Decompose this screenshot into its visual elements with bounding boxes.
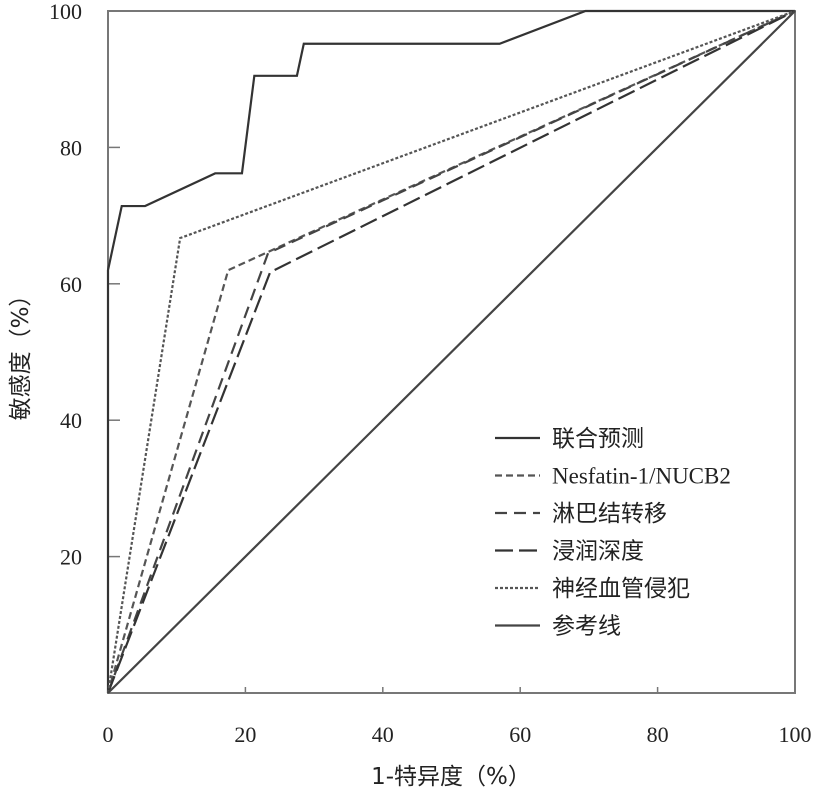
legend-label: 参考线	[552, 614, 621, 640]
y-tick-label: 100	[49, 0, 82, 24]
series-line	[106, 9, 795, 693]
y-axis-label: 敏感度（%）	[8, 284, 34, 421]
y-tick-label: 20	[60, 545, 82, 570]
legend-label: 浸润深度	[552, 539, 644, 565]
x-tick-label: 100	[779, 722, 812, 747]
y-tick-label: 80	[60, 135, 82, 160]
x-tick-label: 40	[372, 722, 394, 747]
series-line	[106, 10, 796, 694]
x-tick-label: 80	[647, 722, 669, 747]
series-line	[107, 10, 796, 694]
series-line	[106, 10, 796, 694]
legend-label: 联合预测	[552, 426, 644, 452]
y-tick-label: 60	[60, 272, 82, 297]
y-tick-label: 40	[60, 408, 82, 433]
series-line	[106, 9, 796, 694]
legend-label: 神经血管侵犯	[552, 576, 690, 602]
x-tick-label: 0	[103, 722, 114, 747]
series-line	[106, 9, 796, 694]
legend-label: Nesfatin-1/NUCB2	[552, 464, 731, 489]
x-tick-label: 20	[234, 722, 256, 747]
x-axis-label: 1-特异度（%）	[371, 764, 531, 790]
x-tick-label: 60	[509, 722, 531, 747]
legend-label: 淋巴结转移	[552, 501, 667, 527]
